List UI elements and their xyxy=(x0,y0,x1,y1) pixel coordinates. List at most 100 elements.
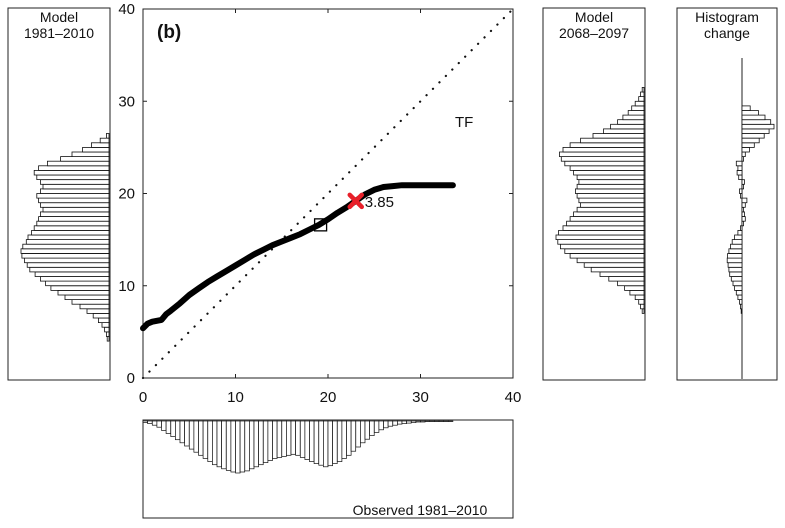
hist-change-bar-30 xyxy=(736,169,743,176)
model-hist-bar-13 xyxy=(40,276,110,282)
observed-hist-panel: Observed 1981–2010 xyxy=(142,419,514,519)
hist-change-bar-3 xyxy=(737,294,743,300)
model-hist-bar-34 xyxy=(40,179,110,185)
hist-change-bar-23 xyxy=(741,202,746,208)
model-future-bar-27 xyxy=(576,183,645,190)
model-hist-bar-18 xyxy=(21,253,110,259)
square-marker xyxy=(313,218,328,232)
observed-hist-bar-17 xyxy=(221,420,227,470)
observed-hist-bar-32 xyxy=(290,420,296,455)
hist-change-bar-19 xyxy=(741,220,745,227)
model-hist-bar-9 xyxy=(64,294,110,300)
marker-value-label: 3.85 xyxy=(365,194,394,211)
observed-hist-bar-59 xyxy=(415,420,421,423)
hist-change-bar-12 xyxy=(727,253,743,259)
observed-hist-bar-7 xyxy=(175,420,181,441)
model-hist-bar-3 xyxy=(101,322,110,328)
model-future-bar-0 xyxy=(641,308,645,314)
model-hist-bar-12 xyxy=(45,280,110,287)
hist-change-bar-29 xyxy=(738,174,743,180)
hist-change-bar-5 xyxy=(734,285,743,291)
observed-hist-bar-6 xyxy=(170,420,176,437)
model-future-panel: Model 2068–2097 xyxy=(542,7,646,381)
observed-hist-bar-21 xyxy=(239,420,246,473)
model-future-bar-13 xyxy=(564,248,645,254)
observed-hist-bar-11 xyxy=(193,420,199,453)
x-tick-label-40: 40 xyxy=(505,389,522,406)
observed-hist-bar-9 xyxy=(184,420,190,447)
hist-change-bar-4 xyxy=(735,289,743,296)
model-hist-bar-24 xyxy=(33,225,110,231)
model-hist-bar-37 xyxy=(38,165,110,171)
observed-hist-bar-23 xyxy=(249,420,255,470)
model-hist-bar-19 xyxy=(20,248,110,254)
x-tick-label-20: 20 xyxy=(320,389,337,406)
observed-hist-bar-38 xyxy=(318,420,324,466)
model-future-bar-26 xyxy=(575,188,645,194)
observed-hist-bar-41 xyxy=(332,420,338,464)
model-future-title-line1: Model xyxy=(575,9,613,25)
hist-change-bar-6 xyxy=(732,280,743,287)
model-hist-bar-15 xyxy=(29,266,110,273)
model-future-bar-47 xyxy=(640,91,645,97)
hist-change-bar-27 xyxy=(741,183,745,190)
model-future-bar-40 xyxy=(610,123,645,130)
model-hist-bar-5 xyxy=(92,312,110,319)
model-hist-bar-35 xyxy=(36,174,110,180)
main-tick-labels: 0 10 20 30 40 0 10 20 30 40 xyxy=(118,1,521,406)
hist-change-bar-43 xyxy=(741,110,759,116)
model-future-bar-29 xyxy=(576,174,645,180)
model-future-bars xyxy=(555,87,645,314)
observed-hist-bar-58 xyxy=(410,420,417,423)
model-hist-bar-39 xyxy=(60,156,110,162)
model-future-bar-35 xyxy=(562,146,645,153)
observed-hist-bars xyxy=(142,420,454,474)
observed-hist-bar-34 xyxy=(299,420,306,458)
observed-hist-bar-46 xyxy=(355,420,361,448)
model-hist-bar-32 xyxy=(40,188,110,194)
model-future-bar-30 xyxy=(573,169,645,176)
model-hist-bar-28 xyxy=(42,206,110,213)
hist-change-bar-10 xyxy=(727,262,743,268)
model-future-bar-44 xyxy=(631,105,645,111)
observed-hist-bar-42 xyxy=(336,420,343,462)
model-future-bar-36 xyxy=(569,142,645,148)
transfer-function-line xyxy=(140,182,456,332)
hist-change-bar-42 xyxy=(741,114,766,121)
model-future-bar-33 xyxy=(560,156,645,162)
model-hist-bar-44 xyxy=(106,133,110,139)
model-future-bar-46 xyxy=(638,96,645,102)
hist-change-bar-22 xyxy=(741,206,745,213)
observed-hist-bar-4 xyxy=(161,420,167,431)
model-future-bar-19 xyxy=(566,220,645,227)
model-future-title-line2: 2068–2097 xyxy=(559,25,629,41)
model-hist-bar-27 xyxy=(40,211,110,217)
model-future-bar-43 xyxy=(627,110,645,116)
observed-hist-bar-40 xyxy=(327,420,333,467)
observed-hist-bar-62 xyxy=(429,420,435,422)
model-future-bar-11 xyxy=(576,257,645,264)
model-future-bar-3 xyxy=(634,294,645,300)
observed-hist-bar-13 xyxy=(202,420,209,459)
observed-hist-bar-27 xyxy=(267,420,273,461)
model-hist-bar-17 xyxy=(24,257,110,264)
observed-hist-bar-36 xyxy=(309,420,315,462)
observed-hist-bar-50 xyxy=(373,420,380,433)
hist-change-bar-35 xyxy=(741,146,750,153)
hist-change-bar-20 xyxy=(741,216,746,222)
hist-change-bars xyxy=(726,105,775,314)
observed-hist-bar-5 xyxy=(165,420,172,434)
model-future-bar-4 xyxy=(629,289,645,296)
model-hist-bar-40 xyxy=(71,151,110,157)
hist-change-bar-25 xyxy=(740,193,743,199)
hist-change-bar-32 xyxy=(735,160,743,167)
model-hist-bar-21 xyxy=(25,239,110,245)
observed-hist-bar-28 xyxy=(272,420,278,459)
hist-change-bar-17 xyxy=(737,229,743,236)
main-panel: (b) 0 10 20 30 40 0 10 20 30 40 3.85 TF xyxy=(118,1,521,406)
model-future-bar-17 xyxy=(558,229,645,236)
model-future-bar-38 xyxy=(592,133,645,139)
observed-hist-bar-51 xyxy=(378,420,384,431)
hist-change-bar-21 xyxy=(741,211,745,217)
